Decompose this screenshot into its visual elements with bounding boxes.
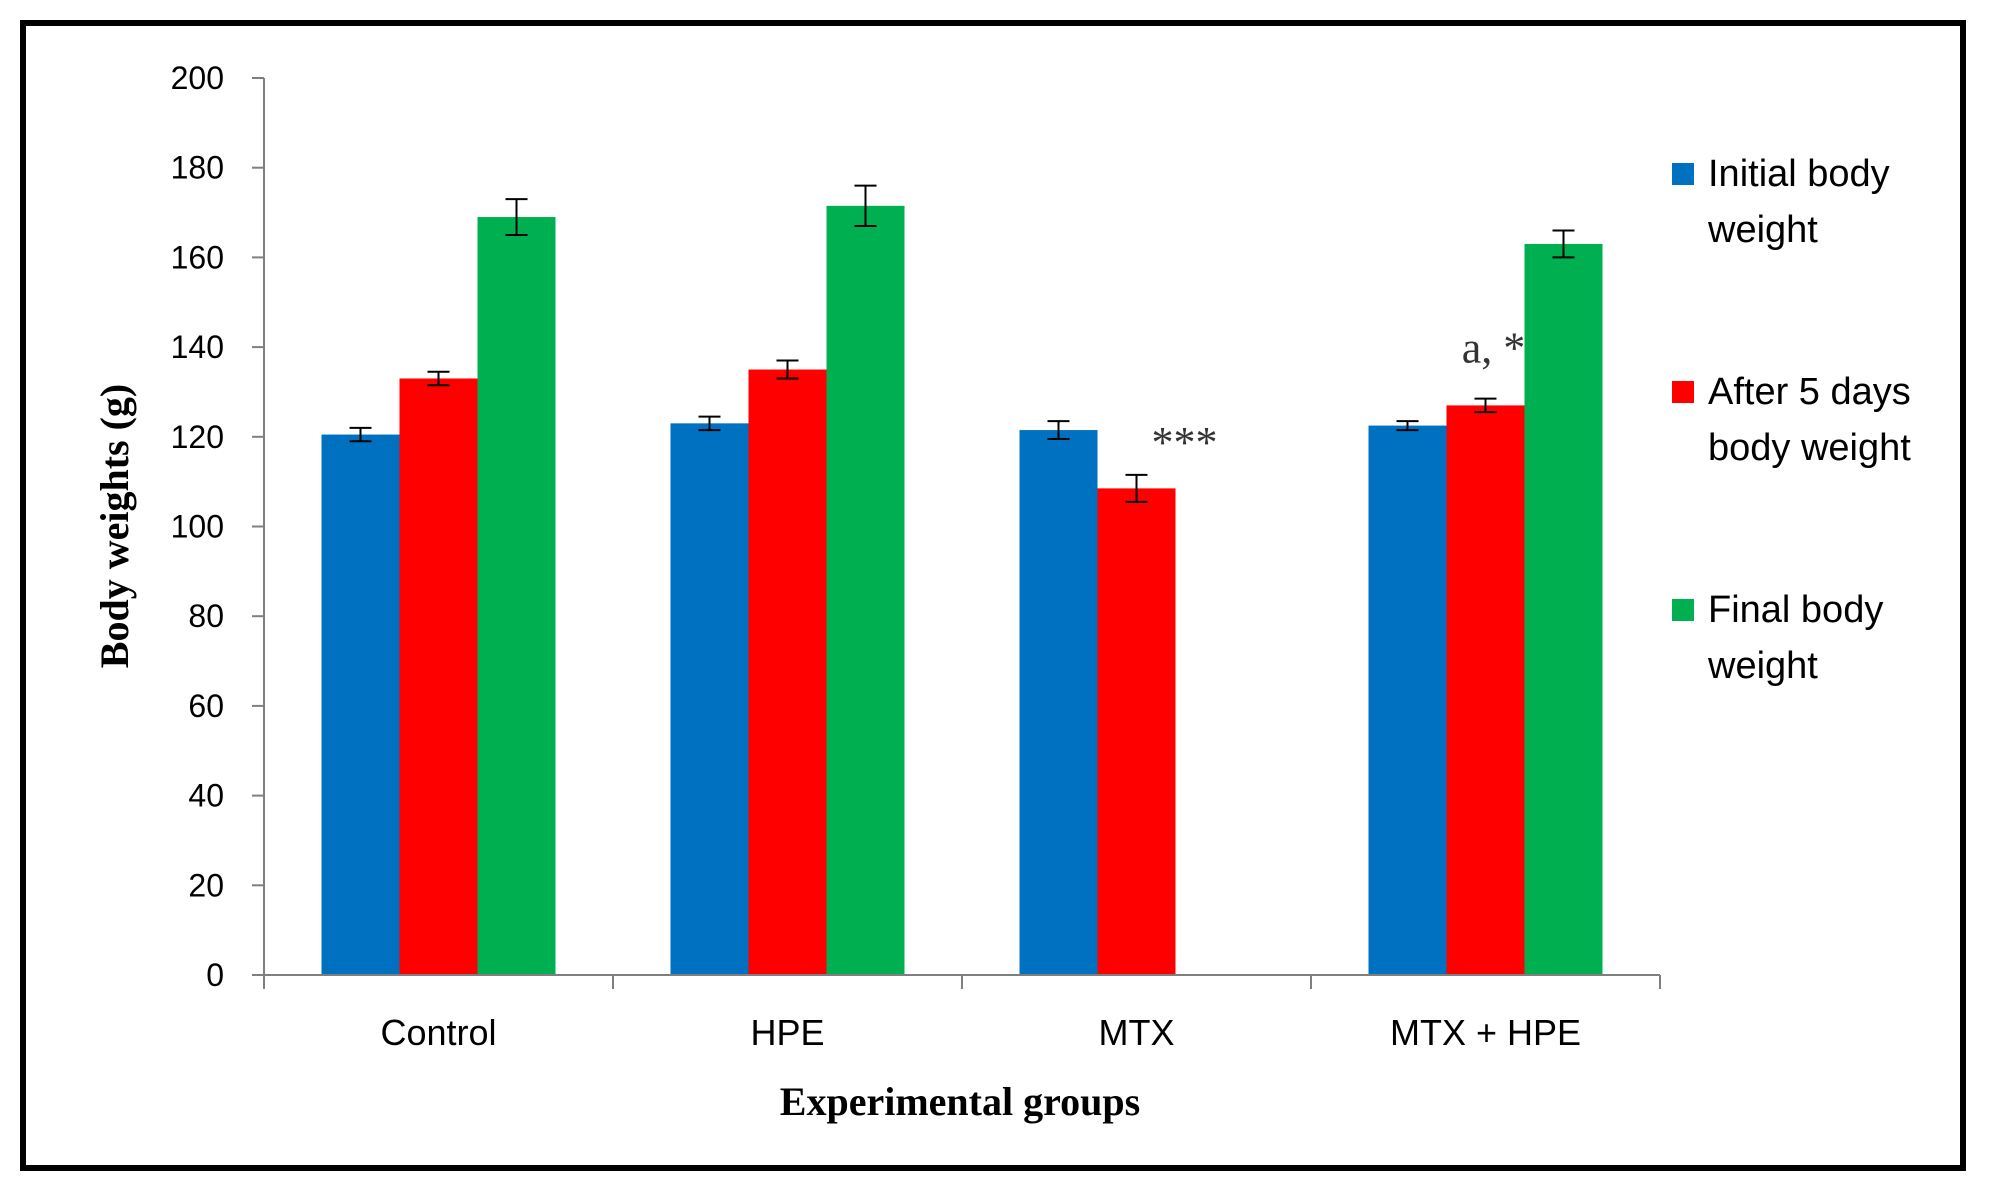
error-bar bbox=[1047, 420, 1070, 441]
bar bbox=[1524, 243, 1603, 975]
x-category-label: HPE bbox=[750, 1012, 824, 1053]
significance-annotation: *** bbox=[1152, 418, 1218, 467]
x-category-label: Control bbox=[380, 1012, 496, 1053]
legend-swatch bbox=[1672, 163, 1694, 185]
error-bar bbox=[698, 415, 721, 432]
x-categories-layer: Control HPE MTX MTX + HPE bbox=[263, 975, 1661, 1053]
figure-frame bbox=[20, 20, 1966, 1171]
y-axis-title: Body weights (g) bbox=[92, 384, 137, 668]
y-tick-label: 40 bbox=[188, 778, 224, 814]
error-bar bbox=[1125, 473, 1148, 503]
error-bar bbox=[1396, 420, 1419, 432]
error-bar bbox=[427, 370, 450, 387]
y-tick-label: 100 bbox=[171, 509, 224, 545]
legend-swatch bbox=[1672, 381, 1694, 403]
y-tick-label: 160 bbox=[171, 239, 224, 275]
legend-label: Final body bbox=[1708, 589, 1883, 631]
legend-item: Initial body weight bbox=[1672, 153, 1890, 251]
y-tick-label: 0 bbox=[206, 957, 224, 993]
y-tick-label: 60 bbox=[188, 688, 224, 724]
y-ticks-layer: 0 20 40 60 80 100 120 140 160 180 200 bbox=[171, 60, 264, 993]
legend-item: Final body weight bbox=[1672, 589, 1883, 687]
legend-label: weight bbox=[1707, 209, 1818, 251]
legend-label: After 5 days bbox=[1708, 371, 1911, 413]
bars-layer bbox=[321, 205, 1603, 976]
y-tick-label: 180 bbox=[171, 150, 224, 186]
y-tick-label: 80 bbox=[188, 598, 224, 634]
y-tick-label: 140 bbox=[171, 329, 224, 365]
bar bbox=[670, 423, 749, 976]
x-axis-title: Experimental groups bbox=[780, 1079, 1140, 1124]
bar bbox=[1019, 430, 1098, 975]
y-tick-label: 120 bbox=[171, 419, 224, 455]
significance-annotation: a, * bbox=[1462, 324, 1526, 373]
x-category-label: MTX + HPE bbox=[1390, 1012, 1581, 1053]
bar bbox=[1446, 405, 1525, 975]
error-bar bbox=[1552, 229, 1575, 259]
legend: Initial body weight After 5 days body weigh… bbox=[1672, 153, 1911, 687]
x-category-label: MTX bbox=[1099, 1012, 1175, 1053]
legend-label: Initial body bbox=[1708, 153, 1890, 195]
error-bar bbox=[349, 426, 372, 443]
y-tick-label: 20 bbox=[188, 867, 224, 903]
annotations-layer: *** a, * bbox=[1152, 324, 1526, 467]
error-bar bbox=[854, 184, 877, 228]
bar bbox=[1368, 425, 1447, 975]
legend-label: body weight bbox=[1708, 427, 1911, 469]
bar bbox=[477, 217, 556, 975]
legend-label: weight bbox=[1707, 645, 1818, 687]
bar bbox=[748, 369, 827, 975]
error-bar bbox=[1474, 397, 1497, 414]
error-bars-layer bbox=[349, 184, 1575, 503]
legend-item: After 5 days body weight bbox=[1672, 371, 1911, 469]
bar bbox=[826, 205, 905, 975]
bar bbox=[321, 434, 400, 975]
error-bar bbox=[776, 359, 799, 380]
bar bbox=[399, 378, 478, 975]
bar bbox=[1097, 488, 1176, 975]
legend-swatch bbox=[1672, 599, 1694, 621]
y-tick-label: 200 bbox=[171, 60, 224, 96]
error-bar bbox=[505, 198, 528, 236]
